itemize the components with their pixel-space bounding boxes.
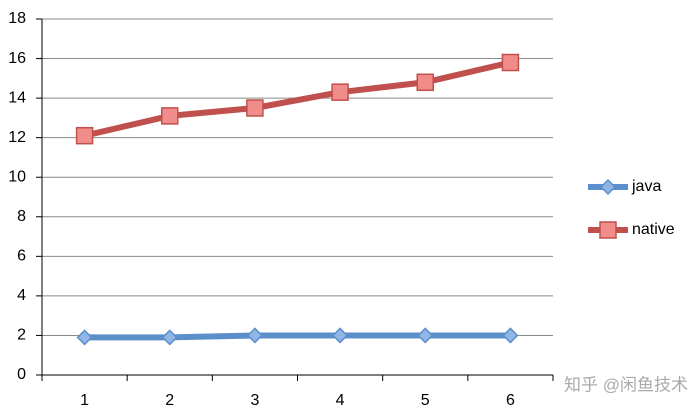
marker [417,327,434,344]
marker [501,53,520,72]
y-tick-label: 18 [8,10,26,27]
legend-label: java [631,178,661,195]
marker [599,178,617,196]
x-tick-label: 2 [165,392,174,409]
x-tick-label: 6 [506,392,515,409]
y-tick-label: 8 [17,208,26,225]
watermark: 知乎 @闲鱼技术 [564,375,688,394]
y-tick-label: 14 [8,89,26,106]
legend-label: native [632,221,675,238]
marker [161,107,179,125]
marker [332,327,349,344]
x-tick-label: 3 [250,392,259,409]
marker [246,327,263,344]
y-tick-label: 12 [8,129,26,146]
x-tick-label: 5 [421,392,430,409]
y-tick-label: 16 [8,50,26,67]
y-tick-label: 4 [17,287,26,304]
series-line [83,59,512,139]
marker [331,83,349,101]
marker [161,329,178,346]
y-tick-label: 6 [17,248,26,265]
marker [246,99,264,117]
y-tick-label: 10 [8,168,26,185]
series-line [84,332,511,341]
x-tick-label: 4 [336,392,345,409]
marker [416,73,434,92]
marker [599,221,617,239]
marker [76,329,93,346]
marker [75,126,94,145]
y-tick-label: 0 [17,366,26,383]
x-tick-label: 1 [80,392,89,409]
y-tick-label: 2 [17,327,26,344]
marker [502,327,519,344]
